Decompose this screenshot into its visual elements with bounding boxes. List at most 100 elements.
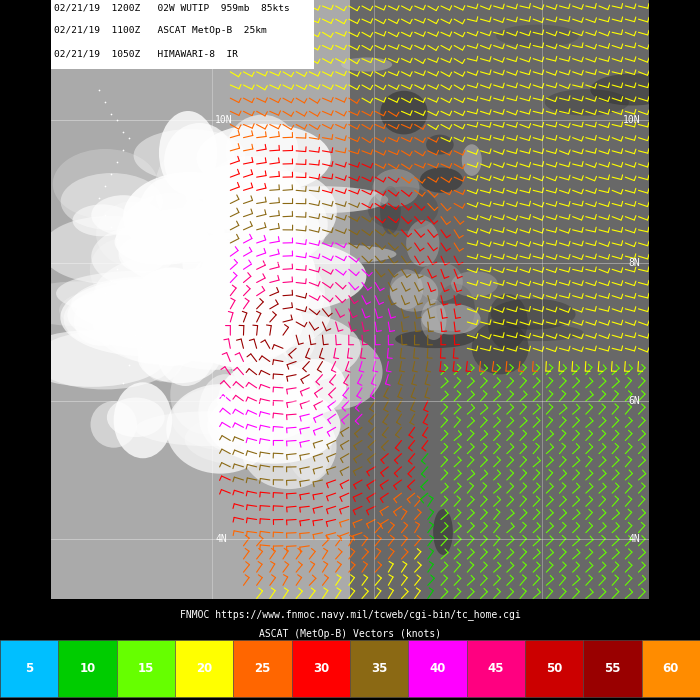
FancyBboxPatch shape (51, 0, 314, 69)
Ellipse shape (183, 233, 270, 295)
Point (123, 360, 134, 371)
Bar (350, 0, 650, 598)
Ellipse shape (76, 293, 192, 340)
Point (117, 377, 128, 388)
Ellipse shape (137, 178, 199, 256)
Ellipse shape (159, 111, 217, 195)
Ellipse shape (488, 294, 528, 350)
Ellipse shape (138, 318, 169, 363)
Text: 60: 60 (663, 662, 679, 675)
Ellipse shape (491, 299, 575, 330)
Point (99, 180, 110, 191)
Ellipse shape (71, 276, 219, 332)
Point (123, 318, 134, 329)
Ellipse shape (203, 156, 299, 235)
Point (135, 342, 146, 353)
Ellipse shape (241, 404, 337, 489)
Ellipse shape (143, 314, 246, 360)
Ellipse shape (107, 398, 164, 437)
Ellipse shape (212, 275, 331, 349)
Ellipse shape (56, 271, 226, 316)
Point (117, 306, 128, 317)
Ellipse shape (170, 355, 239, 434)
Text: 02/21/19  1100Z   ASCAT MetOp-B  25km: 02/21/19 1100Z ASCAT MetOp-B 25km (54, 27, 267, 35)
Ellipse shape (244, 256, 325, 331)
Ellipse shape (197, 309, 267, 367)
Ellipse shape (185, 413, 304, 466)
Bar (117, 640, 175, 697)
Point (117, 144, 128, 155)
Ellipse shape (126, 267, 217, 366)
Ellipse shape (137, 304, 188, 382)
Ellipse shape (280, 322, 315, 362)
Ellipse shape (91, 195, 155, 235)
Ellipse shape (90, 401, 137, 448)
Bar (292, 640, 350, 697)
Ellipse shape (74, 295, 128, 346)
Ellipse shape (420, 167, 463, 192)
Ellipse shape (60, 290, 149, 330)
Ellipse shape (390, 274, 438, 312)
Ellipse shape (145, 208, 242, 232)
Ellipse shape (341, 57, 392, 71)
Ellipse shape (138, 332, 220, 383)
Ellipse shape (123, 172, 258, 262)
Ellipse shape (245, 366, 296, 422)
Ellipse shape (421, 300, 447, 340)
Bar (58, 640, 117, 697)
Text: 145°E: 145°E (199, 6, 225, 15)
Ellipse shape (92, 279, 230, 364)
Ellipse shape (234, 185, 328, 264)
Ellipse shape (218, 360, 320, 441)
Ellipse shape (96, 201, 172, 267)
Bar (525, 640, 583, 697)
Point (111, 156, 122, 167)
Text: 5: 5 (25, 662, 34, 675)
Text: 4N: 4N (629, 533, 640, 544)
Ellipse shape (462, 144, 482, 176)
Point (111, 264, 122, 275)
Ellipse shape (18, 330, 165, 387)
Ellipse shape (67, 281, 239, 349)
Ellipse shape (94, 254, 248, 336)
Ellipse shape (257, 186, 388, 213)
Text: 55: 55 (604, 662, 621, 675)
Ellipse shape (8, 281, 156, 326)
Ellipse shape (226, 115, 298, 188)
Point (99, 210, 110, 221)
Ellipse shape (421, 304, 480, 335)
Ellipse shape (91, 225, 203, 289)
Text: 35: 35 (371, 662, 387, 675)
Ellipse shape (494, 324, 583, 341)
Text: 6N: 6N (216, 396, 227, 406)
Ellipse shape (426, 134, 454, 155)
Ellipse shape (122, 285, 285, 337)
Ellipse shape (167, 384, 274, 474)
Bar (467, 640, 525, 697)
Ellipse shape (433, 509, 453, 555)
Ellipse shape (197, 124, 331, 192)
Ellipse shape (285, 334, 383, 410)
Point (93, 84, 104, 95)
Ellipse shape (172, 386, 285, 451)
Text: 45: 45 (488, 662, 504, 675)
Ellipse shape (238, 233, 316, 321)
Ellipse shape (134, 129, 246, 181)
Point (99, 288, 110, 299)
Ellipse shape (155, 309, 216, 386)
Bar (0, 640, 58, 697)
Point (129, 330, 140, 341)
Point (105, 108, 116, 119)
Ellipse shape (64, 293, 145, 346)
Point (105, 168, 116, 179)
Ellipse shape (286, 407, 332, 481)
Ellipse shape (417, 262, 463, 302)
Text: 10N: 10N (216, 115, 233, 125)
Ellipse shape (123, 299, 294, 353)
Ellipse shape (436, 284, 475, 335)
Bar (350, 640, 408, 697)
Ellipse shape (194, 239, 366, 313)
Ellipse shape (281, 359, 346, 414)
Text: 30: 30 (313, 662, 329, 675)
Text: 4N: 4N (216, 533, 227, 544)
